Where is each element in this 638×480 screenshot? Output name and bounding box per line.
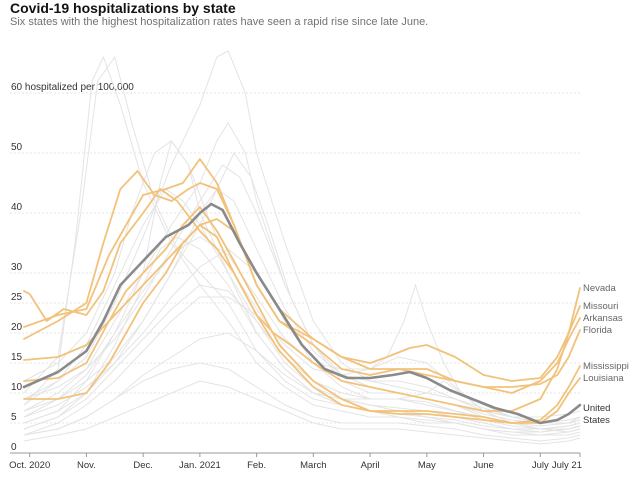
x-tick-label: July	[532, 460, 549, 471]
highlighted-series-layer	[23, 158, 581, 424]
background-series-layer	[23, 50, 581, 445]
x-tick-label: June	[473, 460, 494, 471]
background-state-line	[23, 236, 581, 436]
chart-title: Covid-19 hospitalizations by state	[10, 0, 236, 16]
background-state-line	[23, 332, 581, 436]
y-tick-label: 0	[11, 442, 17, 453]
x-tick-label: Oct. 2020	[9, 460, 50, 471]
series-line-florida	[23, 218, 581, 388]
y-tick-label: 10	[11, 382, 23, 393]
background-state-line	[23, 188, 581, 424]
series-line-arkansas	[23, 170, 581, 394]
x-tick-label: July 21	[552, 460, 582, 471]
series-label-arkansas: Arkansas	[583, 313, 623, 324]
chart-subtitle: Six states with the highest hospitalizat…	[10, 16, 429, 28]
background-state-line	[23, 164, 581, 424]
y-tick-label: 50	[11, 142, 23, 153]
series-label-mississippi: Mississippi	[583, 361, 629, 372]
background-state-line	[23, 140, 581, 433]
x-tick-label: May	[418, 460, 436, 471]
x-axis-layer: Oct. 2020 Nov. Dec. Jan. 2021 Feb. March April…	[9, 453, 582, 471]
x-tick-label: Feb.	[247, 460, 266, 471]
series-label-florida: Florida	[583, 325, 613, 336]
x-tick-label: Dec.	[133, 460, 153, 471]
background-state-line	[23, 50, 581, 424]
background-state-line	[23, 296, 581, 436]
y-tick-label: 60 hospitalized per 100,000	[11, 82, 134, 93]
x-tick-label: March	[300, 460, 326, 471]
y-tick-label: 15	[11, 352, 23, 363]
series-label-united-states: United States	[583, 403, 610, 426]
background-state-line	[23, 380, 581, 445]
y-tick-label: 40	[11, 202, 23, 213]
series-line-united-states	[22, 202, 582, 425]
x-tick-label: April	[361, 460, 380, 471]
series-line-missouri	[23, 158, 581, 382]
series-line-louisiana	[23, 224, 581, 424]
us-series-layer	[22, 202, 582, 425]
us-label-line: States	[583, 415, 610, 426]
series-line-nevada	[23, 188, 581, 412]
x-tick-label: Nov.	[77, 460, 96, 471]
series-label-louisiana: Louisiana	[583, 373, 624, 384]
background-state-line	[23, 122, 581, 427]
background-state-line	[23, 362, 581, 442]
x-tick-label: Jan. 2021	[179, 460, 221, 471]
us-label-line: United	[583, 403, 610, 414]
y-tick-label: 25	[11, 292, 23, 303]
y-tick-label: 30	[11, 262, 23, 273]
series-label-missouri: Missouri	[583, 301, 618, 312]
y-tick-label: 20	[11, 322, 23, 333]
series-label-nevada: Nevada	[583, 283, 616, 294]
background-state-line	[23, 55, 581, 433]
background-state-line	[23, 188, 581, 430]
background-state-line	[23, 55, 581, 430]
y-tick-label: 5	[11, 412, 17, 423]
